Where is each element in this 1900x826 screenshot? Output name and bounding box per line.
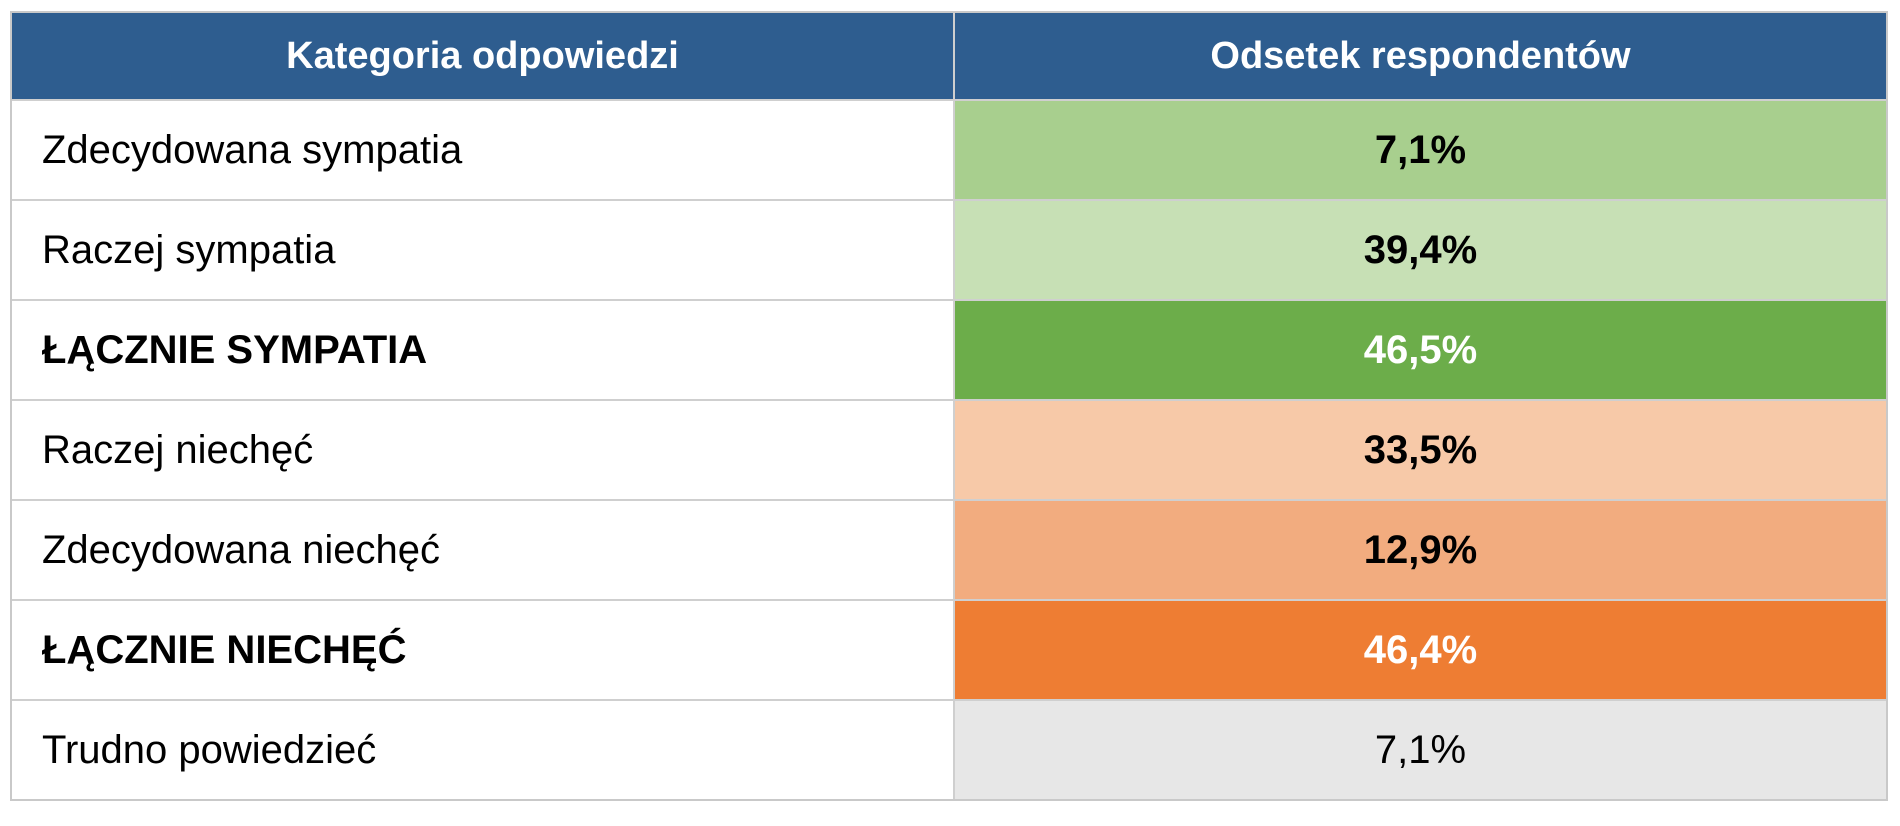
row-value: 7,1%	[953, 101, 1886, 199]
row-value: 39,4%	[953, 201, 1886, 299]
table-row: Raczej niechęć 33,5%	[12, 399, 1886, 499]
row-label: ŁĄCZNIE NIECHĘĆ	[12, 601, 953, 699]
row-label: Zdecydowana sympatia	[12, 101, 953, 199]
row-value: 46,5%	[953, 301, 1886, 399]
row-label: Raczej sympatia	[12, 201, 953, 299]
row-label: ŁĄCZNIE SYMPATIA	[12, 301, 953, 399]
row-label: Trudno powiedzieć	[12, 701, 953, 799]
table-row-total-dislike: ŁĄCZNIE NIECHĘĆ 46,4%	[12, 599, 1886, 699]
row-value: 46,4%	[953, 601, 1886, 699]
table-header-row: Kategoria odpowiedzi Odsetek respondentó…	[12, 13, 1886, 99]
row-value: 33,5%	[953, 401, 1886, 499]
table-row: Trudno powiedzieć 7,1%	[12, 699, 1886, 799]
table-row: Zdecydowana niechęć 12,9%	[12, 499, 1886, 599]
row-value: 7,1%	[953, 701, 1886, 799]
column-header-category: Kategoria odpowiedzi	[12, 13, 953, 99]
row-label: Zdecydowana niechęć	[12, 501, 953, 599]
row-value: 12,9%	[953, 501, 1886, 599]
table-row-total-sympathy: ŁĄCZNIE SYMPATIA 46,5%	[12, 299, 1886, 399]
table-row: Zdecydowana sympatia 7,1%	[12, 99, 1886, 199]
column-header-percentage: Odsetek respondentów	[953, 13, 1886, 99]
row-label: Raczej niechęć	[12, 401, 953, 499]
table-row: Raczej sympatia 39,4%	[12, 199, 1886, 299]
survey-results-table: Kategoria odpowiedzi Odsetek respondentó…	[10, 11, 1888, 801]
